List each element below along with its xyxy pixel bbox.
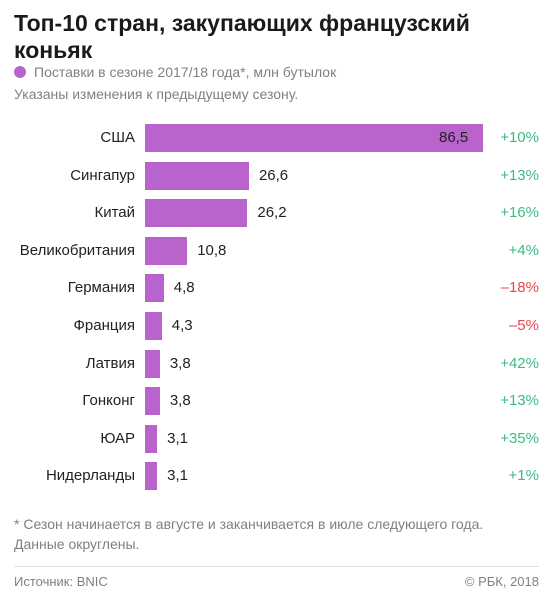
change-label: +13% xyxy=(500,392,539,410)
footnote: * Сезон начинается в августе и заканчива… xyxy=(14,514,544,554)
bar xyxy=(145,161,249,190)
bar xyxy=(145,124,483,152)
change-label: +10% xyxy=(500,129,539,146)
category-label: Сингапур xyxy=(70,166,135,184)
bar-row: Германия 4,8 –18% xyxy=(0,274,553,312)
bar-row: ЮАР 3,1 +35% xyxy=(0,424,553,463)
bar-row: Нидерланды 3,1 +1% xyxy=(0,462,553,500)
change-label: +4% xyxy=(508,241,539,259)
value-label: 10,8 xyxy=(197,241,227,259)
value-label: 3,1 xyxy=(167,429,188,447)
bar-row: Латвия 3,8 +42% xyxy=(0,349,553,388)
footnote-line-2: Данные округлены. xyxy=(14,536,140,552)
category-label: Китай xyxy=(94,204,135,222)
bar xyxy=(145,387,160,416)
change-label: +35% xyxy=(500,429,539,447)
category-label: Великобритания xyxy=(19,241,135,259)
bar-row: Франция 4,3 –5% xyxy=(0,312,553,350)
change-label: +16% xyxy=(500,204,539,222)
change-label: +42% xyxy=(500,354,539,372)
bar xyxy=(145,199,248,228)
change-label: +1% xyxy=(508,467,539,485)
change-label: –5% xyxy=(508,317,539,334)
legend-label: Поставки в сезоне 2017/18 года*, млн бут… xyxy=(34,64,337,80)
category-label: Гонконг xyxy=(82,392,135,410)
bar xyxy=(145,462,158,491)
category-label: США xyxy=(100,129,135,146)
bar xyxy=(145,274,164,303)
copyright-label: © РБК, 2018 xyxy=(464,574,539,589)
category-label: Латвия xyxy=(85,354,135,372)
legend: Поставки в сезоне 2017/18 года*, млн бут… xyxy=(14,64,336,80)
bar xyxy=(145,236,188,265)
category-label: Германия xyxy=(67,279,135,297)
category-label: ЮАР xyxy=(100,429,135,447)
bar-row: США 86,5 +10% xyxy=(0,124,553,162)
value-label: 26,6 xyxy=(258,166,289,184)
bar xyxy=(145,424,158,453)
value-label: 4,3 xyxy=(171,317,193,334)
footer-divider xyxy=(14,566,539,567)
chart-subtitle: Указаны изменения к предыдущему сезону. xyxy=(14,86,299,102)
change-label: +13% xyxy=(500,166,539,184)
bar xyxy=(145,312,162,340)
bar xyxy=(145,349,160,378)
bar-row: Гонконг 3,8 +13% xyxy=(0,387,553,425)
value-label: 3,8 xyxy=(169,354,191,372)
bar-row: Сингапур 26,6 +13% xyxy=(0,161,553,200)
footnote-line-1: * Сезон начинается в августе и заканчива… xyxy=(14,516,484,532)
category-label: Франция xyxy=(73,317,135,334)
value-label: 26,2 xyxy=(257,204,287,222)
chart-title: Топ-10 стран, закупающих французский кон… xyxy=(14,10,470,63)
bar-row: Великобритания 10,8 +4% xyxy=(0,236,553,275)
bar-chart: США 86,5 +10% Сингапур 26,6 +13% Китай 26,2 +16%… xyxy=(0,124,553,504)
value-label: 3,8 xyxy=(169,392,191,410)
category-label: Нидерланды xyxy=(45,467,135,485)
bar-row: Китай 26,2 +16% xyxy=(0,199,553,237)
legend-dot xyxy=(14,66,26,78)
change-label: –18% xyxy=(500,279,539,297)
value-label: 3,1 xyxy=(167,467,188,485)
source-label: Источник: BNIC xyxy=(14,574,108,589)
value-label: 4,8 xyxy=(173,279,195,297)
value-label: 86,5 xyxy=(439,129,469,146)
